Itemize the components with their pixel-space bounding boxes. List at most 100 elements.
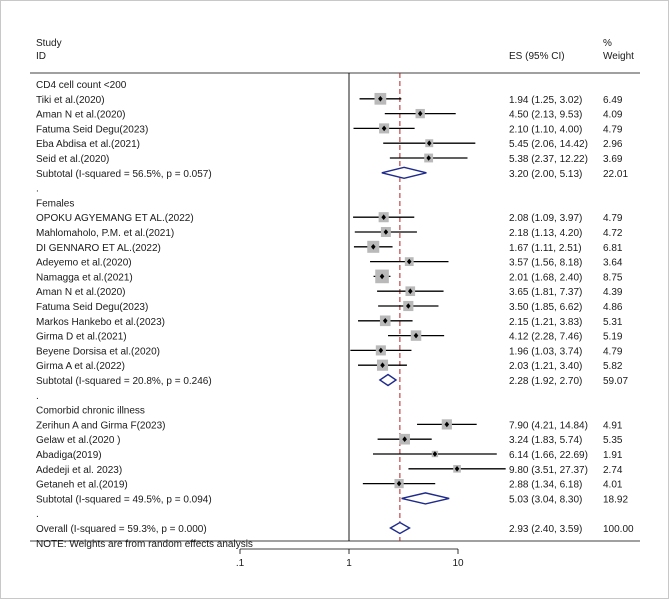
row-label: Markos Hankebo et al.(2023) <box>36 317 165 328</box>
rows-layer: CD4 cell count <200 Tiki et al.(2020) 1.94… <box>36 73 634 550</box>
row-study: Abadiga(2019) 6.14 (1.66, 22.69) 1.91 <box>36 450 623 461</box>
row-label: Girma D et al.(2021) <box>36 332 127 343</box>
weight-value: 4.72 <box>603 228 623 239</box>
es-ci-value: 5.45 (2.06, 14.42) <box>509 139 588 150</box>
row-study: DI GENNARO ET AL.(2022) 1.67 (1.11, 2.51)… <box>36 240 623 254</box>
row-label: Seid et al.(2020) <box>36 154 109 165</box>
row-label: Aman N et al.(2020) <box>36 110 126 121</box>
point-estimate <box>378 96 383 102</box>
es-ci-value: 5.38 (2.37, 12.22) <box>509 154 588 165</box>
point-estimate <box>381 214 386 220</box>
weight-value: 6.81 <box>603 243 623 254</box>
es-ci-value: 3.65 (1.81, 7.37) <box>509 287 582 298</box>
header-id: ID <box>36 51 46 62</box>
point-estimate <box>407 288 413 294</box>
row-study: OPOKU AGYEMANG ET AL.(2022) 2.08 (1.09, 3… <box>36 212 623 224</box>
row-subtotal: Subtotal (I-squared = 49.5%, p = 0.094) 5… <box>36 492 628 505</box>
point-estimate <box>454 466 460 472</box>
point-estimate <box>426 140 432 146</box>
point-estimate <box>413 332 419 339</box>
row-label: Adedeji et al. 2023) <box>36 465 122 476</box>
overall-diamond <box>389 521 411 535</box>
weight-value: 2.74 <box>603 465 623 476</box>
row-study: Namagga et al.(2021) 2.01 (1.68, 2.40) 8.7… <box>36 269 623 283</box>
point-estimate <box>383 229 389 235</box>
es-ci-value: 1.94 (1.25, 3.02) <box>509 95 582 106</box>
row-group: Comorbid chronic illness <box>36 406 145 417</box>
row-label: . <box>36 391 39 402</box>
row-label: Comorbid chronic illness <box>36 406 145 417</box>
weight-value: 4.79 <box>603 346 623 357</box>
point-estimate <box>379 273 385 280</box>
row-study: Girma D et al.(2021) 4.12 (2.28, 7.46) 5.1… <box>36 330 623 343</box>
row-label: DI GENNARO ET AL.(2022) <box>36 243 161 254</box>
row-study: Eba Abdisa et al.(2021) 5.45 (2.06, 14.42… <box>36 139 623 150</box>
weight-value: 5.82 <box>603 361 623 372</box>
es-ci-value: 9.80 (3.51, 27.37) <box>509 465 588 476</box>
es-ci-value: 1.67 (1.11, 2.51) <box>509 243 582 254</box>
row-subtotal: Subtotal (I-squared = 20.8%, p = 0.246) 2… <box>36 373 628 387</box>
es-ci-value: 2.93 (2.40, 3.59) <box>509 524 582 535</box>
row-label: . <box>36 509 39 520</box>
es-ci-value: 1.96 (1.03, 3.74) <box>509 346 582 357</box>
es-ci-value: 2.18 (1.13, 4.20) <box>509 228 582 239</box>
x-tick-label: 10 <box>452 558 464 569</box>
point-estimate <box>381 125 387 132</box>
es-ci-value: 4.12 (2.28, 7.46) <box>509 332 582 343</box>
row-label: Subtotal (I-squared = 56.5%, p = 0.057) <box>36 169 212 180</box>
row-dot: . <box>36 184 39 195</box>
header-study: Study <box>36 38 62 49</box>
weight-value: 5.31 <box>603 317 623 328</box>
row-label: Females <box>36 198 74 209</box>
weight-value: 5.19 <box>603 332 623 343</box>
es-ci-value: 7.90 (4.21, 14.84) <box>509 420 588 431</box>
point-estimate <box>402 436 407 442</box>
row-study: Zerihun A and Girma F(2023) 7.90 (4.21, 1… <box>36 419 623 431</box>
es-ci-value: 2.01 (1.68, 2.40) <box>509 272 582 283</box>
x-axis: .1 1 10 <box>236 548 464 569</box>
row-dot: . <box>36 391 39 402</box>
weight-value: 100.00 <box>603 524 634 535</box>
weight-value: 5.35 <box>603 435 623 446</box>
weight-value: 4.09 <box>603 110 623 121</box>
weight-value: 4.39 <box>603 287 623 298</box>
es-ci-value: 2.88 (1.34, 6.18) <box>509 480 582 491</box>
row-label: Aman N et al.(2020) <box>36 287 126 298</box>
es-ci-value: 6.14 (1.66, 22.69) <box>509 450 588 461</box>
es-ci-value: 3.57 (1.56, 8.18) <box>509 258 582 269</box>
subtotal-diamond <box>378 373 398 387</box>
row-study: Gelaw et al.(2020 ) 3.24 (1.83, 5.74) 5.35 <box>36 433 623 446</box>
weight-value: 1.91 <box>603 450 623 461</box>
row-study: Getaneh et al.(2019) 2.88 (1.34, 6.18) 4.0… <box>36 478 623 491</box>
weight-value: 6.49 <box>603 95 623 106</box>
weight-value: 4.01 <box>603 480 623 491</box>
es-ci-value: 5.03 (3.04, 8.30) <box>509 494 582 505</box>
row-label: . <box>36 184 39 195</box>
weight-value: 22.01 <box>603 169 628 180</box>
row-label: Eba Abdisa et al.(2021) <box>36 139 140 150</box>
es-ci-value: 2.10 (1.10, 4.00) <box>509 124 582 135</box>
row-label: Subtotal (I-squared = 20.8%, p = 0.246) <box>36 376 212 387</box>
row-label: Abadiga(2019) <box>36 450 102 461</box>
row-group: Females <box>36 198 74 209</box>
point-estimate <box>396 480 402 487</box>
row-label: Fatuma Seid Degu(2023) <box>36 124 148 135</box>
row-study: Fatuma Seid Degu(2023) 2.10 (1.10, 4.00) 4… <box>36 123 623 135</box>
weight-value: 4.79 <box>603 213 623 224</box>
x-tick-label: 1 <box>346 558 352 569</box>
row-label: Gelaw et al.(2020 ) <box>36 435 121 446</box>
row-label: Namagga et al.(2021) <box>36 272 133 283</box>
es-ci-value: 2.28 (1.92, 2.70) <box>509 376 582 387</box>
row-subtotal: Subtotal (I-squared = 56.5%, p = 0.057) 3… <box>36 166 628 180</box>
row-study: Girma A et al.(2022) 2.03 (1.21, 3.40) 5.8… <box>36 359 623 372</box>
row-study: Tiki et al.(2020) 1.94 (1.25, 3.02) 6.49 <box>36 92 623 106</box>
es-ci-value: 2.03 (1.21, 3.40) <box>509 361 582 372</box>
point-estimate <box>406 258 412 265</box>
point-estimate <box>378 347 384 354</box>
row-dot: . <box>36 509 39 520</box>
weight-value: 3.69 <box>603 154 623 165</box>
point-estimate <box>417 110 423 117</box>
header-percent: % <box>603 38 612 49</box>
